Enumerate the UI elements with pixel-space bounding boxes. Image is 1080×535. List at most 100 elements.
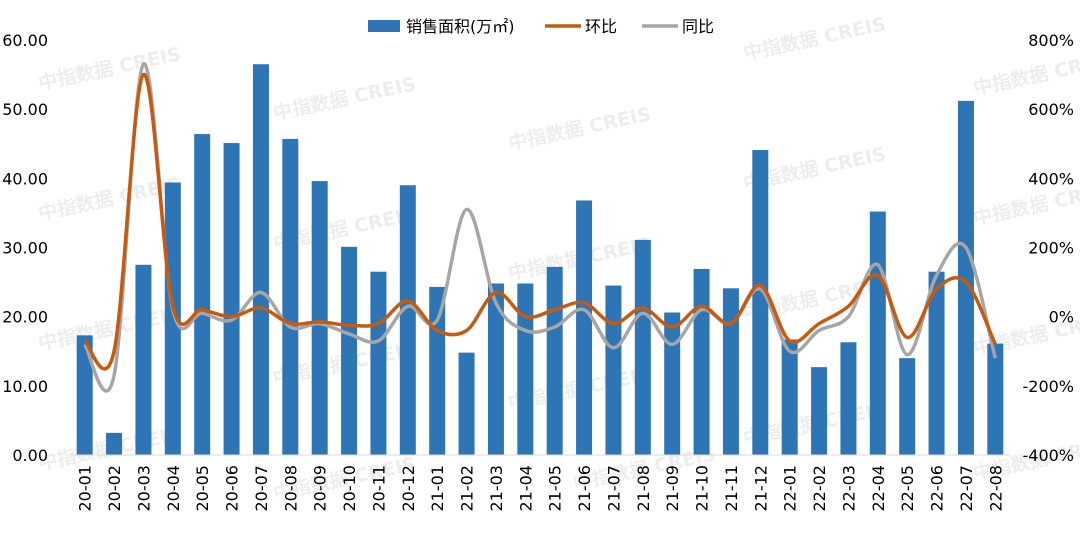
right-tick-label: 400%	[1028, 169, 1074, 188]
left-tick-label: 50.00	[2, 100, 48, 119]
right-tick-label: 200%	[1028, 239, 1074, 258]
x-tick-label: 20-03	[134, 465, 153, 512]
bar	[517, 283, 534, 455]
bar	[546, 266, 563, 455]
legend-swatch	[368, 20, 400, 32]
bar	[752, 149, 769, 455]
x-tick-label: 21-10	[693, 465, 712, 512]
bar	[399, 185, 416, 455]
x-tick-label: 22-03	[839, 465, 858, 512]
left-tick-label: 30.00	[2, 239, 48, 258]
right-tick-label: 0%	[1049, 308, 1074, 327]
x-tick-label: 20-02	[105, 465, 124, 512]
x-tick-label: 20-07	[252, 465, 271, 512]
x-tick-label: 20-08	[281, 465, 300, 512]
x-tick-label: 22-06	[928, 465, 947, 512]
watermark-text: 中指数据 CREIS	[36, 42, 183, 95]
legend-label: 环比	[585, 17, 617, 36]
bar	[840, 342, 857, 455]
x-tick-label: 22-07	[957, 465, 976, 512]
x-tick-label: 22-04	[869, 465, 888, 512]
bar	[135, 264, 152, 455]
legend-label: 同比	[682, 17, 714, 36]
x-tick-label: 22-08	[986, 465, 1005, 512]
legend-item: 同比	[642, 17, 714, 36]
bar	[634, 239, 651, 455]
bar	[605, 285, 622, 455]
watermark-text: 中指数据 CREIS	[506, 102, 653, 155]
bar-series	[76, 64, 1004, 456]
bar	[722, 288, 739, 455]
left-tick-label: 40.00	[2, 169, 48, 188]
bar	[487, 283, 504, 455]
bar	[781, 339, 798, 455]
bar	[370, 271, 387, 455]
bar	[928, 271, 945, 455]
watermark-text: 中指数据 CREIS	[271, 72, 418, 125]
series-line	[83, 72, 997, 371]
bar	[899, 358, 916, 455]
right-tick-label: 800%	[1028, 31, 1074, 50]
x-tick-label: 21-03	[487, 465, 506, 512]
x-tick-label: 20-05	[193, 465, 212, 512]
x-tick-label: 21-11	[722, 465, 741, 512]
x-tick-label: 21-01	[428, 465, 447, 512]
x-tick-label: 21-05	[546, 465, 565, 512]
legend: 销售面积(万㎡) 环比 同比	[368, 17, 714, 36]
bar	[664, 312, 681, 455]
x-tick-label: 21-06	[575, 465, 594, 512]
x-tick-label: 22-05	[898, 465, 917, 512]
x-tick-label: 20-10	[340, 465, 359, 512]
left-tick-label: 0.00	[12, 446, 48, 465]
bar	[869, 211, 886, 455]
x-tick-label: 20-04	[164, 465, 183, 512]
left-axis: 0.00 10.00 20.00 30.00 40.00 50.00 60.00	[2, 31, 48, 465]
watermark-text: 中指数据 CREIS	[36, 302, 183, 355]
bar	[311, 181, 328, 455]
bar	[987, 343, 1004, 455]
bar	[223, 143, 240, 455]
x-tick-label: 22-01	[781, 465, 800, 512]
bar	[576, 200, 593, 455]
right-tick-label: -400%	[1022, 446, 1074, 465]
x-tick-label: 20-11	[369, 465, 388, 512]
left-tick-label: 60.00	[2, 31, 48, 50]
x-tick-label: 20-09	[311, 465, 330, 512]
x-tick-label: 20-12	[399, 465, 418, 512]
bar	[341, 246, 358, 455]
right-tick-label: -200%	[1022, 377, 1074, 396]
x-tick-label: 21-07	[604, 465, 623, 512]
bar	[106, 432, 123, 455]
bar	[76, 335, 93, 455]
bar	[458, 352, 475, 455]
x-tick-label: 21-09	[663, 465, 682, 512]
line-series	[83, 62, 998, 393]
x-tick-label: 20-01	[76, 465, 95, 512]
x-tick-label: 20-06	[223, 465, 242, 512]
x-tick-label: 21-08	[634, 465, 653, 512]
bar	[429, 286, 446, 455]
watermark-text: 中指数据 CREIS	[971, 47, 1080, 100]
right-axis: -400% -200% 0% 200% 400% 600% 800%	[1022, 31, 1074, 465]
x-axis-labels: 20-01 20-02 20-03 20-04 20-05 20-06 20-07 20-08…	[76, 465, 1006, 512]
bar	[957, 100, 974, 455]
legend-item: 销售面积(万㎡)	[368, 17, 515, 36]
watermark-text: 中指数据 CREIS	[741, 12, 888, 65]
x-tick-label: 21-04	[516, 465, 535, 512]
bar	[252, 64, 269, 455]
x-tick-label: 22-02	[810, 465, 829, 512]
left-tick-label: 20.00	[2, 308, 48, 327]
right-tick-label: 600%	[1028, 100, 1074, 119]
legend-item: 环比	[545, 17, 617, 36]
bar	[282, 138, 299, 456]
x-tick-label: 21-12	[751, 465, 770, 512]
x-tick-label: 21-02	[458, 465, 477, 512]
series-line	[83, 62, 998, 393]
bar	[693, 268, 710, 455]
bar	[194, 134, 211, 456]
legend-label: 销售面积(万㎡)	[406, 17, 515, 36]
left-tick-label: 10.00	[2, 377, 48, 396]
bar	[164, 182, 181, 455]
bar	[811, 367, 828, 455]
